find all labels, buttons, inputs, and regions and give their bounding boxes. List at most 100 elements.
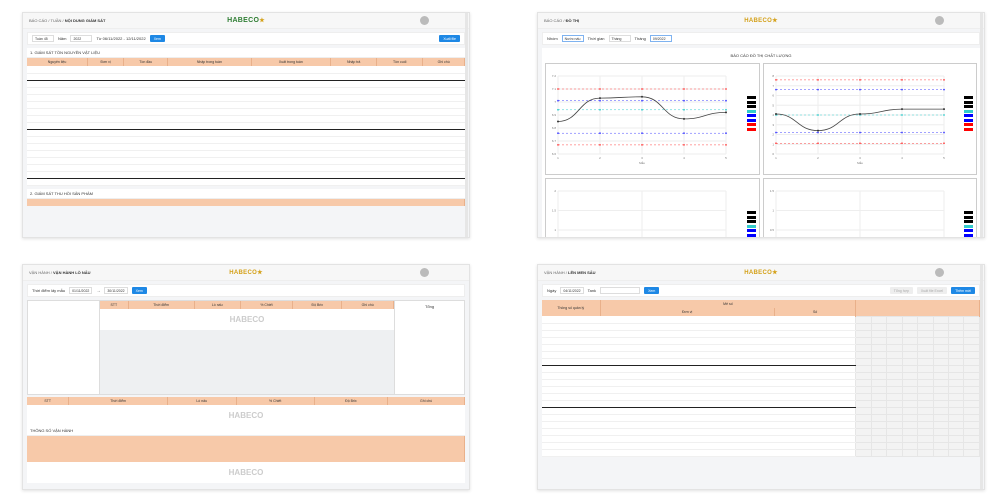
y-tick-label: 7.2 — [552, 74, 557, 78]
quality-chart: 00.511.52135 — [545, 178, 760, 237]
add-button[interactable]: Thêm mới — [951, 287, 975, 294]
legend-swatch — [964, 105, 973, 108]
column-header: Tồn cuối — [376, 58, 424, 66]
year-input[interactable]: 2022 — [70, 35, 93, 42]
y-tick-label: 3 — [772, 123, 774, 127]
y-tick-label: 6.8 — [552, 126, 557, 130]
x-tick-label: 2 — [817, 156, 819, 160]
limit-point — [816, 79, 819, 81]
date-range: Từ 06/11/2022 - 12/11/2022 — [96, 36, 146, 41]
column-header: Thông số quản lý — [542, 300, 601, 316]
limit-point — [683, 88, 685, 90]
column-header: % Chiết — [236, 397, 315, 405]
limit-point — [641, 144, 643, 146]
month-input[interactable]: 09/2022 — [649, 35, 672, 42]
view-button[interactable]: Xem — [149, 35, 165, 42]
y-tick-label: 6.9 — [552, 113, 557, 117]
from-date[interactable]: 01/11/2022 — [69, 287, 93, 294]
column-header: Lò nấu — [194, 301, 241, 309]
limit-point — [858, 131, 861, 134]
table-row — [542, 364, 980, 373]
limit-point — [816, 142, 819, 145]
y-tick-label: 6.7 — [552, 139, 557, 143]
group-select[interactable]: Nước nấu — [561, 35, 584, 42]
table-row — [542, 434, 980, 443]
avatar[interactable] — [935, 16, 944, 25]
limit-point — [858, 142, 861, 145]
limit-point — [683, 144, 685, 146]
legend-swatch — [964, 220, 973, 223]
column-header: Tồn đầu — [123, 58, 169, 66]
breadcrumb[interactable]: BÁO CÁO / ĐỒ THỊ — [544, 18, 580, 23]
avatar[interactable] — [420, 16, 429, 25]
limit-point — [641, 99, 643, 102]
y-tick-label: 2 — [554, 189, 556, 193]
table-row — [542, 385, 980, 394]
breadcrumb[interactable]: VẬN HÀNH / VẬN HÀNH LÒ NẤU — [29, 270, 91, 275]
limit-point — [683, 132, 685, 135]
legend-swatch — [746, 220, 756, 223]
limit-point — [774, 88, 777, 91]
table-row — [27, 115, 465, 123]
view-button[interactable]: Xem — [131, 287, 147, 294]
export-button[interactable]: Xuất file — [439, 35, 460, 42]
week-select[interactable]: Tuần 45 — [32, 35, 54, 42]
limit-point — [774, 131, 777, 134]
legend-swatch — [746, 123, 756, 126]
legend-swatch — [964, 229, 973, 232]
breadcrumb[interactable]: BÁO CÁO / TUẦN / NỘI DUNG GIÁM SÁT — [29, 18, 106, 23]
column-header: Độ Brix — [292, 301, 343, 309]
y-tick-label: 5 — [772, 103, 774, 107]
table-row — [542, 420, 980, 429]
summary-button[interactable]: Tổng hợp — [889, 287, 913, 294]
x-tick-label: 4 — [683, 156, 685, 160]
avatar[interactable] — [420, 268, 429, 277]
data-point — [774, 113, 777, 116]
table-row — [542, 427, 980, 436]
y-tick-label: 6.6 — [552, 152, 557, 156]
limit-point — [774, 142, 777, 145]
y-tick-label: 6 — [772, 94, 774, 98]
section-title: 2. GIÁM SÁT THU HỒI SẢN PHẨM — [27, 188, 465, 199]
column-header: Ghi chú — [341, 301, 394, 309]
x-tick-label: 4 — [901, 156, 903, 160]
table-row — [27, 66, 465, 74]
scrollbar[interactable] — [980, 265, 983, 489]
export-excel-button[interactable]: Xuất file Excel — [916, 287, 948, 294]
column-header: Thời điểm — [128, 301, 195, 309]
habeco-logo: HABECO★ — [744, 18, 778, 24]
limit-point — [942, 79, 945, 81]
limit-point — [725, 99, 727, 102]
to-date[interactable]: 30/11/2022 — [104, 287, 128, 294]
column-header: Mẻ số — [600, 300, 857, 308]
data-point — [816, 129, 819, 132]
table-row — [27, 150, 465, 158]
limit-point — [599, 108, 601, 111]
limit-point — [725, 108, 727, 111]
column-header: Ghi chú — [422, 58, 465, 66]
legend-swatch — [746, 118, 756, 122]
chart-plot: 00.511.52135 — [552, 189, 727, 237]
column-header: Thời điểm — [68, 397, 168, 405]
table-row — [27, 157, 465, 165]
column-header: Nhập trả — [330, 58, 378, 66]
breadcrumb[interactable]: VẬN HÀNH / LÊN MEN SẤU — [544, 270, 596, 275]
scrollbar[interactable] — [980, 13, 983, 237]
tank-select[interactable] — [600, 287, 641, 294]
quality-chart: 0 1 2 3 4 5 6 7 8 1 2 3 4 5 Mẫu — [762, 63, 977, 175]
limit-point — [557, 108, 559, 111]
table-row — [27, 122, 465, 130]
table-row — [27, 136, 465, 144]
habeco-watermark: HABECO — [228, 468, 264, 477]
limit-point — [557, 144, 559, 146]
period-select[interactable]: Tháng — [608, 35, 631, 42]
scrollbar[interactable] — [465, 13, 468, 237]
avatar[interactable] — [935, 268, 944, 277]
y-tick-label: 1 — [772, 209, 774, 213]
view-button[interactable]: Xem — [644, 287, 660, 294]
table-row — [27, 87, 465, 95]
legend-swatch — [746, 114, 756, 117]
date-input[interactable]: 04/11/2022 — [560, 287, 584, 294]
legend-swatch — [964, 211, 973, 214]
habeco-logo: HABECO★ — [229, 270, 263, 276]
